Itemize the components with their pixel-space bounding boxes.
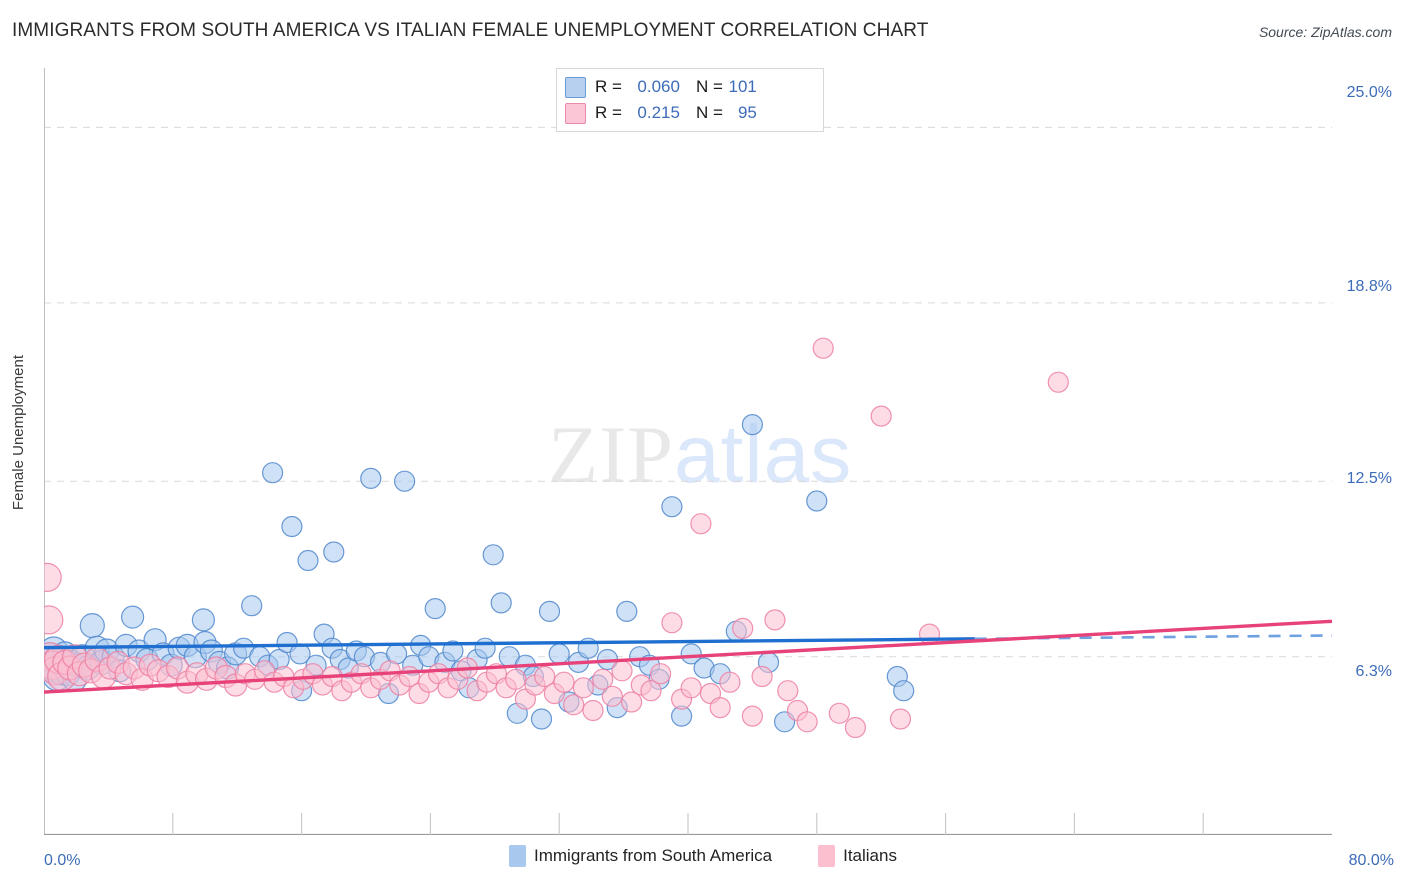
data-point — [553, 671, 575, 693]
data-point — [661, 612, 683, 634]
data-point — [297, 549, 319, 572]
data-point — [870, 405, 892, 427]
data-point — [1047, 371, 1069, 393]
data-point — [474, 637, 496, 659]
data-point — [649, 663, 672, 685]
series-points-italians — [44, 337, 1069, 739]
scatter-svg — [44, 68, 1332, 835]
data-point — [534, 665, 556, 688]
data-point — [777, 680, 799, 702]
data-point — [44, 562, 62, 592]
data-point — [844, 716, 867, 739]
data-point — [490, 592, 512, 614]
y-axis-title: Female Unemployment — [10, 355, 27, 511]
data-point — [191, 608, 215, 632]
data-point — [394, 470, 416, 492]
data-point — [812, 337, 834, 359]
x-tick-label-min: 0.0% — [44, 852, 81, 869]
data-point — [538, 600, 561, 623]
series-legend: Immigrants from South America Italians — [0, 845, 1406, 867]
legend-n-value: 101 — [728, 77, 757, 96]
data-point — [806, 490, 828, 512]
legend-n-label: N = — [695, 103, 723, 122]
data-point — [482, 544, 504, 566]
data-point — [796, 711, 818, 733]
trend-line-solid — [44, 637, 975, 650]
data-point — [893, 680, 915, 702]
plot-area — [44, 68, 1332, 835]
legend-item-immigrants[interactable]: Immigrants from South America — [509, 845, 772, 867]
legend-r-label: R = — [595, 103, 622, 122]
data-point — [120, 605, 145, 629]
data-point — [661, 496, 683, 518]
data-point — [505, 668, 527, 690]
data-point — [572, 677, 595, 699]
data-point — [360, 467, 382, 489]
data-point — [616, 600, 638, 623]
correlation-legend: R = 0.060 N = 101 R = 0.215 N = 95 — [556, 68, 824, 132]
legend-row-blue: R = 0.060 N = 101 — [565, 74, 815, 100]
data-point — [79, 612, 105, 639]
data-point — [44, 605, 64, 635]
trend-line-dashed — [974, 634, 1332, 641]
y-tick-label: 18.8% — [1346, 278, 1392, 295]
legend-r-value: 0.060 — [637, 77, 680, 96]
legend-swatch-immigrants — [565, 76, 586, 98]
source-attribution: Source: ZipAtlas.com — [1258, 24, 1392, 40]
data-point — [241, 595, 263, 617]
legend-swatch-immigrants-bottom — [509, 845, 527, 867]
legend-r-value: 0.215 — [637, 103, 680, 122]
data-point — [680, 643, 702, 665]
data-point — [918, 623, 941, 645]
data-point — [741, 705, 764, 727]
data-point — [828, 702, 850, 724]
data-point — [764, 609, 786, 631]
data-point — [719, 671, 741, 693]
y-tick-label: 6.3% — [1355, 663, 1392, 680]
data-point — [582, 699, 604, 722]
data-point — [563, 694, 585, 716]
data-point — [281, 515, 303, 538]
data-point — [548, 643, 570, 665]
legend-item-italians[interactable]: Italians — [818, 845, 897, 867]
y-tick-label: 25.0% — [1346, 84, 1392, 101]
legend-n-label: N = — [695, 77, 723, 96]
data-point — [751, 665, 773, 688]
legend-row-pink: R = 0.215 N = 95 — [565, 100, 815, 126]
data-point — [442, 640, 464, 662]
data-point — [262, 462, 284, 484]
trend-line-solid — [44, 619, 1332, 694]
data-point — [611, 660, 633, 682]
legend-swatch-italians — [565, 102, 586, 124]
page-title: IMMIGRANTS FROM SOUTH AMERICA VS ITALIAN… — [12, 20, 929, 41]
data-point — [592, 668, 614, 690]
x-tick-label-max: 80.0% — [1348, 852, 1394, 869]
data-point — [323, 541, 345, 563]
data-point — [424, 597, 446, 620]
data-point — [530, 708, 553, 730]
data-point — [732, 617, 754, 640]
data-point — [741, 414, 764, 436]
y-tick-label: 12.5% — [1346, 470, 1392, 487]
data-point — [680, 677, 702, 699]
data-point — [889, 708, 912, 730]
data-point — [601, 685, 623, 707]
legend-r-label: R = — [595, 77, 622, 96]
data-point — [640, 680, 662, 702]
legend-swatch-italians-bottom — [818, 845, 836, 867]
legend-label-immigrants: Immigrants from South America — [534, 846, 773, 865]
data-point — [709, 696, 731, 719]
data-point — [690, 513, 712, 535]
data-point — [620, 691, 643, 713]
legend-label-italians: Italians — [843, 846, 897, 865]
legend-n-value: 95 — [737, 103, 757, 122]
